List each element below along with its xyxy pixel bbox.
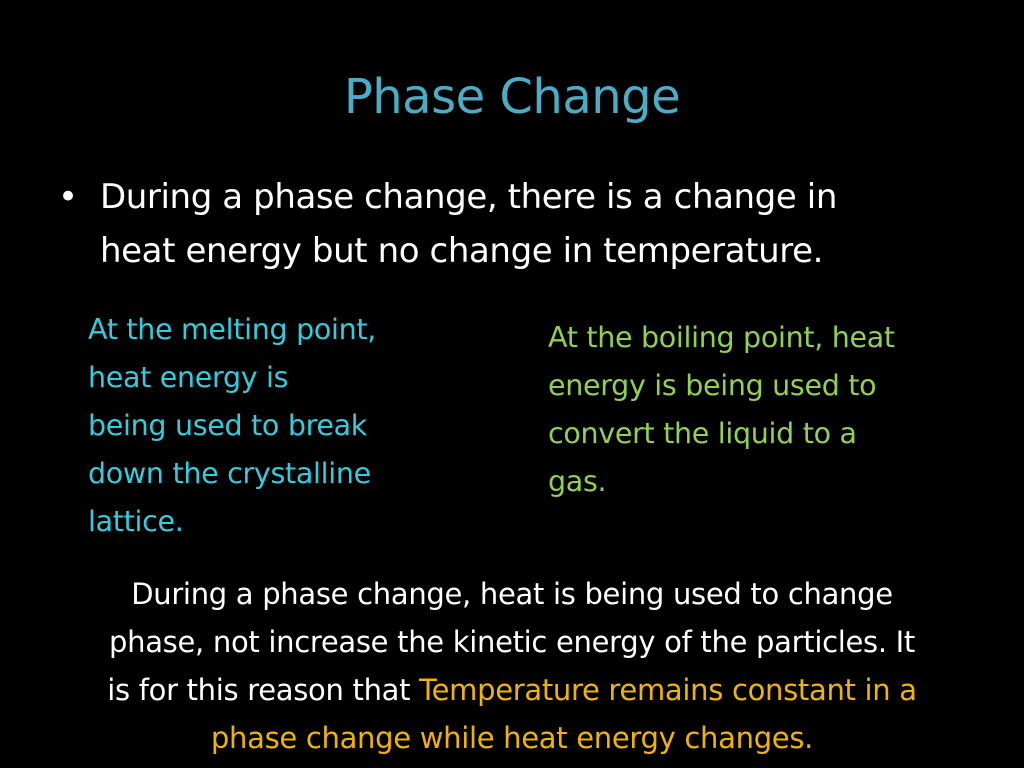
melting-point-text: At the melting point, heat energy is bei… — [88, 306, 448, 546]
summary-paragraph: During a phase change, heat is being use… — [30, 570, 994, 762]
melting-line-2: heat energy is — [88, 361, 289, 394]
bullet-point: • During a phase change, there is a chan… — [58, 170, 958, 278]
summary-line-3-plain: is for this reason that — [107, 673, 420, 707]
boiling-line-2: energy is being used to — [548, 369, 877, 402]
bullet-text-line-2: heat energy but no change in temperature… — [100, 231, 824, 271]
summary-line-1: During a phase change, heat is being use… — [131, 577, 893, 611]
melting-line-1: At the melting point, — [88, 313, 377, 346]
summary-line-2: phase, not increase the kinetic energy o… — [109, 625, 915, 659]
slide-title: Phase Change — [343, 69, 681, 125]
bullet-icon: • — [58, 177, 78, 217]
bullet-text-line-1: During a phase change, there is a change… — [100, 177, 837, 217]
boiling-line-1: At the boiling point, heat — [548, 321, 895, 354]
boiling-line-4: gas. — [548, 465, 607, 498]
boiling-point-text: At the boiling point, heat energy is bei… — [548, 314, 968, 506]
melting-line-5: lattice. — [88, 505, 184, 538]
melting-line-3: being used to break — [88, 409, 368, 442]
summary-line-3: is for this reason that Temperature rema… — [30, 666, 994, 714]
boiling-line-3: convert the liquid to a — [548, 417, 857, 450]
summary-highlight-part-2: phase change while heat energy changes. — [210, 721, 814, 755]
melting-line-4: down the crystalline — [88, 457, 371, 490]
summary-highlight-part-1: Temperature remains constant in a — [419, 673, 917, 707]
